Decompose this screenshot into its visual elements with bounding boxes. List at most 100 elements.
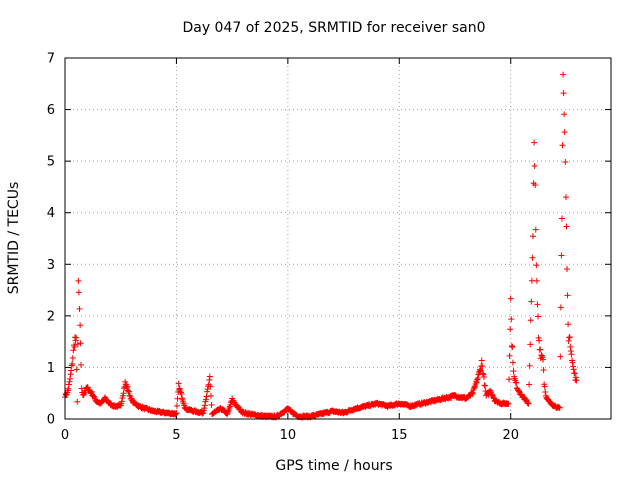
y-tick-label: 4 <box>47 206 55 221</box>
data-point <box>560 90 567 97</box>
data-point <box>532 226 539 233</box>
x-tick-label: 0 <box>61 428 69 443</box>
data-point <box>523 397 530 404</box>
data-point <box>480 373 487 380</box>
data-point <box>77 340 84 347</box>
data-point <box>202 396 209 403</box>
data-point <box>76 305 83 312</box>
data-point <box>573 377 580 384</box>
data-point <box>531 139 538 146</box>
data-point <box>69 355 76 362</box>
data-point <box>69 361 76 368</box>
grid-lines <box>65 58 611 419</box>
data-point <box>505 400 512 407</box>
data-point <box>531 162 538 169</box>
x-tick-label: 5 <box>172 428 180 443</box>
data-point <box>68 362 75 369</box>
data-point <box>566 334 573 341</box>
data-point <box>562 159 569 166</box>
data-point <box>535 313 542 320</box>
y-tick-label: 3 <box>47 258 55 273</box>
data-point <box>126 388 133 395</box>
data-point <box>526 362 533 369</box>
data-point <box>530 233 536 240</box>
data-point <box>506 352 513 359</box>
data-point <box>478 357 485 364</box>
data-point <box>179 395 185 402</box>
data-point <box>124 383 131 390</box>
data-point <box>527 341 534 348</box>
x-axis-label: GPS time / hours <box>275 458 392 474</box>
data-point <box>75 289 82 296</box>
data-point <box>120 390 127 397</box>
x-tick-label: 20 <box>502 428 519 443</box>
data-point <box>558 252 565 259</box>
data-point <box>556 404 563 411</box>
data-point <box>469 391 476 398</box>
y-tick-label: 2 <box>47 309 55 324</box>
data-point <box>525 400 532 407</box>
data-point <box>206 377 213 384</box>
data-point <box>568 351 575 358</box>
data-point <box>203 393 210 400</box>
data-point <box>66 378 73 385</box>
data-series-srmtid <box>62 71 580 421</box>
data-point <box>474 375 481 382</box>
data-point <box>74 341 81 348</box>
x-tick-label: 15 <box>391 428 408 443</box>
data-point <box>65 385 72 392</box>
data-point <box>178 391 185 398</box>
data-point <box>567 343 574 350</box>
data-point <box>65 381 72 388</box>
data-point <box>506 376 513 383</box>
data-point <box>490 394 497 401</box>
data-point <box>571 370 578 377</box>
data-point <box>526 381 533 388</box>
data-point <box>84 384 91 391</box>
data-point <box>70 347 77 354</box>
data-point <box>67 371 74 378</box>
data-point <box>173 410 180 417</box>
y-tick-label: 7 <box>47 52 55 67</box>
data-point <box>482 382 489 389</box>
y-tick-label: 1 <box>47 361 55 376</box>
data-point <box>537 346 544 353</box>
data-point <box>175 380 182 387</box>
data-point <box>226 404 233 411</box>
data-point <box>75 277 82 284</box>
data-point <box>563 223 570 230</box>
data-point <box>73 366 80 373</box>
data-point <box>513 379 520 386</box>
data-point <box>123 384 130 391</box>
data-point <box>508 342 515 349</box>
data-point <box>78 361 85 368</box>
chart-title: Day 047 of 2025, SRMTID for receiver san… <box>182 20 485 36</box>
data-point <box>507 295 514 302</box>
plot-frame <box>64 57 612 420</box>
data-point <box>533 277 540 284</box>
data-point <box>557 353 564 360</box>
data-point <box>562 194 569 201</box>
data-point <box>559 142 566 149</box>
data-point <box>67 375 74 382</box>
data-point <box>558 215 565 222</box>
data-point <box>542 388 549 395</box>
data-point <box>540 356 547 363</box>
data-point <box>473 379 480 386</box>
data-point <box>567 348 574 355</box>
data-point <box>172 411 179 418</box>
data-point <box>565 338 572 345</box>
data-point <box>177 389 184 396</box>
y-tick-label: 0 <box>47 413 55 428</box>
data-point <box>527 317 534 324</box>
data-point <box>118 398 125 405</box>
data-point <box>541 383 548 390</box>
data-point <box>73 334 80 341</box>
data-point <box>570 363 577 370</box>
data-point <box>206 373 213 380</box>
data-point <box>207 383 214 390</box>
data-point <box>540 367 547 374</box>
data-point <box>204 386 211 393</box>
data-point <box>124 387 131 394</box>
